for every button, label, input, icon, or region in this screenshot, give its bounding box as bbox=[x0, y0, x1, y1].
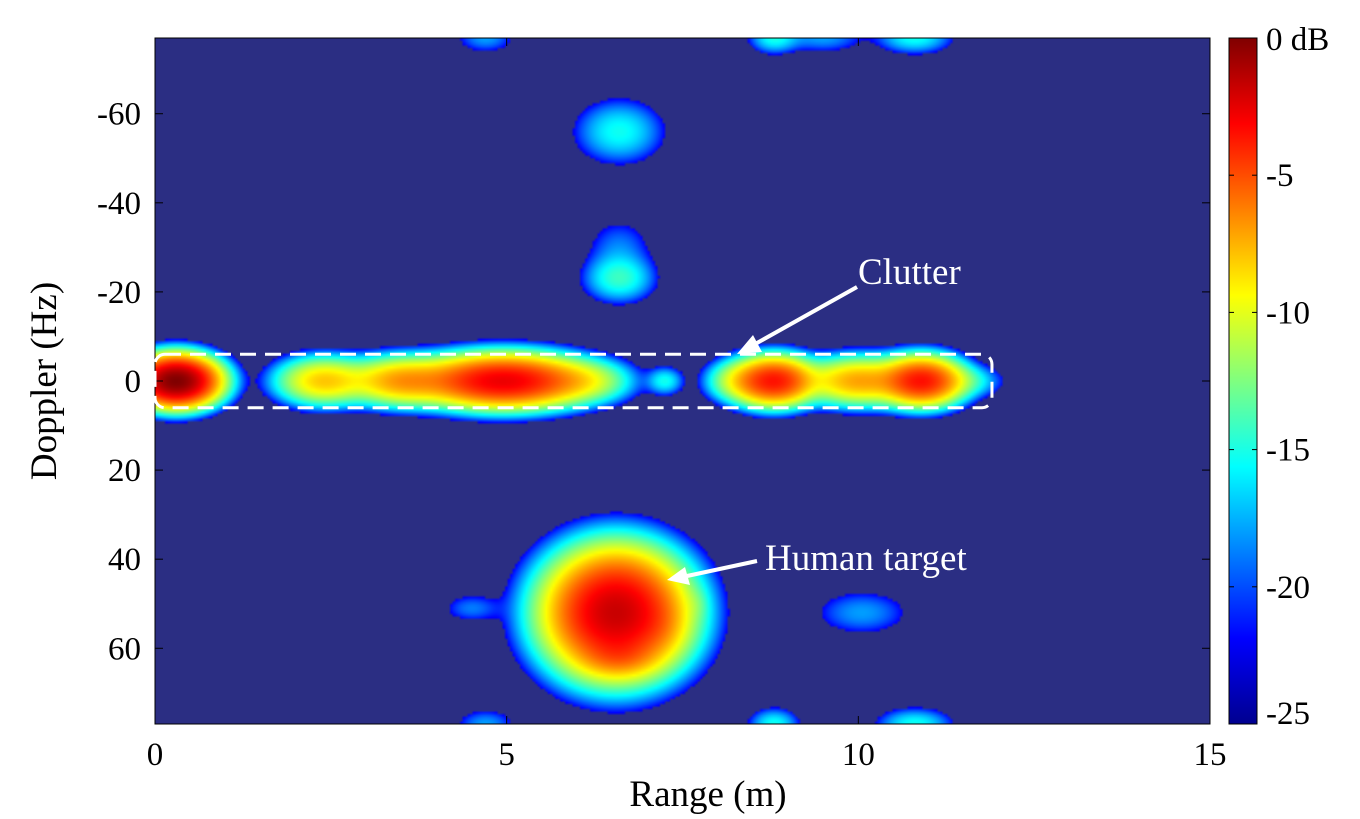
x-tick-label: 10 bbox=[842, 737, 875, 773]
colorbar-gradient bbox=[1228, 37, 1258, 725]
x-axis-ticks: 0 5 10 15 bbox=[147, 38, 1227, 773]
x-axis-label: Range (m) bbox=[629, 774, 786, 815]
colorbar-ticks: 0 dB -5 -10 -15 -20 -25 bbox=[1229, 22, 1329, 732]
heatmap-image bbox=[155, 38, 1210, 724]
x-tick-label: 5 bbox=[498, 737, 515, 773]
y-axis-ticks: -60 -40 -20 0 20 40 60 bbox=[97, 97, 1210, 667]
y-axis-label: Doppler (Hz) bbox=[24, 282, 65, 480]
colorbar-tick-label: -10 bbox=[1266, 295, 1310, 331]
colorbar: 0 dB -5 -10 -15 -20 -25 bbox=[1228, 22, 1329, 732]
clutter-arrow-head bbox=[737, 335, 762, 354]
human-target-annotation: Human target bbox=[667, 538, 967, 585]
human-target-arrow-shaft bbox=[686, 559, 758, 578]
y-tick-label: 60 bbox=[108, 631, 141, 667]
human-target-label: Human target bbox=[765, 538, 967, 579]
colorbar-tick-label: -5 bbox=[1266, 158, 1294, 194]
colorbar-tick-label: -15 bbox=[1266, 433, 1310, 469]
y-tick-label: -40 bbox=[97, 186, 141, 222]
y-tick-label: -20 bbox=[97, 275, 141, 311]
plot-area bbox=[154, 37, 1211, 725]
clutter-label: Clutter bbox=[858, 252, 961, 293]
colorbar-tick-label: -20 bbox=[1266, 570, 1310, 606]
y-tick-label: 20 bbox=[108, 453, 141, 489]
clutter-box bbox=[153, 352, 994, 410]
y-tick-label: -60 bbox=[97, 97, 141, 133]
human-target-arrow-head bbox=[667, 567, 690, 585]
y-tick-label: 40 bbox=[108, 542, 141, 578]
y-tick-label: 0 bbox=[125, 364, 142, 400]
clutter-arrow-shaft bbox=[756, 285, 858, 345]
x-tick-label: 15 bbox=[1194, 737, 1227, 773]
colorbar-tick-label: -25 bbox=[1266, 696, 1310, 732]
clutter-annotation: Clutter bbox=[153, 252, 994, 410]
colorbar-tick-label: 0 dB bbox=[1266, 22, 1329, 58]
x-tick-label: 0 bbox=[147, 737, 164, 773]
